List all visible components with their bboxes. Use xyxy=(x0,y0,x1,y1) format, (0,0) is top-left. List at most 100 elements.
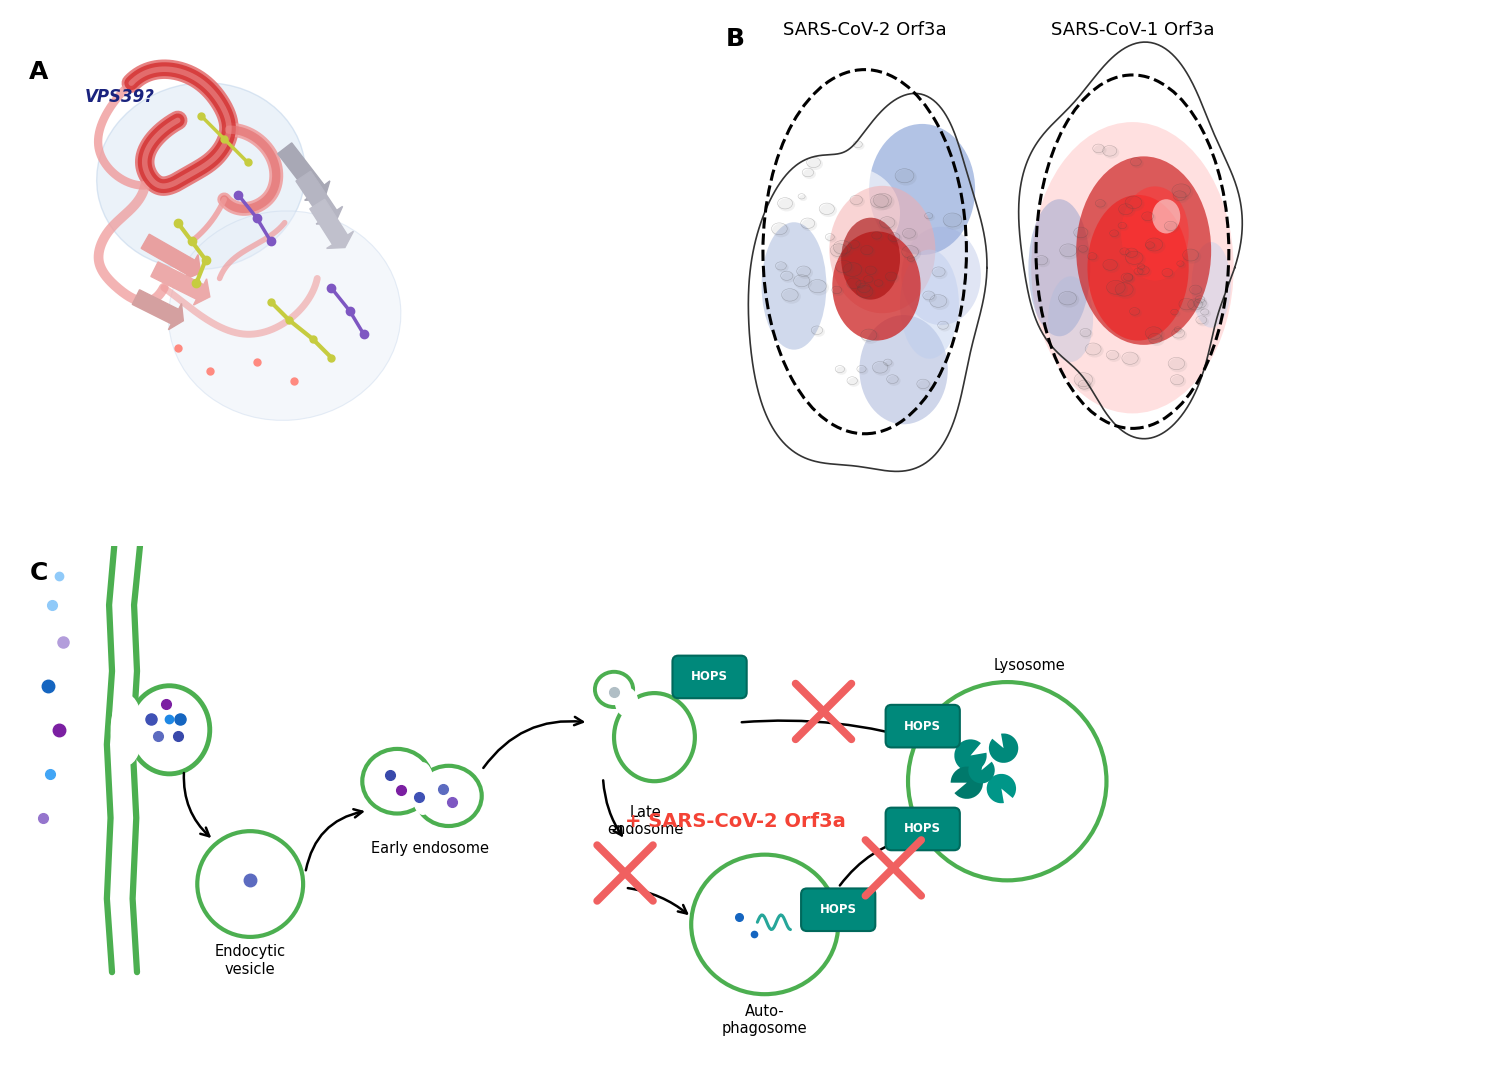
Text: Endocytic
vesicle: Endocytic vesicle xyxy=(214,945,286,977)
Ellipse shape xyxy=(782,289,801,304)
Ellipse shape xyxy=(1036,256,1050,267)
Ellipse shape xyxy=(926,214,934,221)
Ellipse shape xyxy=(1176,328,1184,334)
Ellipse shape xyxy=(1172,376,1186,387)
Ellipse shape xyxy=(96,82,306,270)
Ellipse shape xyxy=(762,222,826,349)
Ellipse shape xyxy=(1125,197,1144,211)
FancyArrow shape xyxy=(132,290,183,330)
Ellipse shape xyxy=(1174,192,1188,203)
Ellipse shape xyxy=(1152,199,1180,233)
Ellipse shape xyxy=(1030,122,1233,413)
FancyBboxPatch shape xyxy=(801,889,876,931)
Ellipse shape xyxy=(794,275,812,289)
Ellipse shape xyxy=(1110,231,1120,239)
Ellipse shape xyxy=(859,315,948,424)
Ellipse shape xyxy=(1122,274,1136,284)
Wedge shape xyxy=(951,767,982,799)
Ellipse shape xyxy=(890,233,902,244)
Ellipse shape xyxy=(944,213,964,230)
Ellipse shape xyxy=(833,287,844,296)
Ellipse shape xyxy=(1143,213,1156,223)
Ellipse shape xyxy=(1131,159,1143,168)
Ellipse shape xyxy=(1188,300,1204,313)
FancyArrow shape xyxy=(296,171,342,224)
Ellipse shape xyxy=(831,244,850,259)
FancyBboxPatch shape xyxy=(885,808,960,850)
Ellipse shape xyxy=(918,380,932,391)
Ellipse shape xyxy=(1029,199,1090,336)
Ellipse shape xyxy=(1146,328,1164,342)
Ellipse shape xyxy=(111,695,142,765)
Ellipse shape xyxy=(1125,275,1136,283)
Ellipse shape xyxy=(1172,311,1180,317)
FancyBboxPatch shape xyxy=(672,655,747,698)
Text: HOPS: HOPS xyxy=(904,823,940,835)
Ellipse shape xyxy=(861,246,876,257)
Text: VPS39?: VPS39? xyxy=(84,88,154,106)
Ellipse shape xyxy=(1194,300,1209,311)
Text: SARS-CoV-2 Orf3a: SARS-CoV-2 Orf3a xyxy=(783,21,946,40)
Ellipse shape xyxy=(1138,267,1152,277)
Text: HOPS: HOPS xyxy=(819,903,856,916)
Ellipse shape xyxy=(864,276,874,285)
Ellipse shape xyxy=(886,273,900,283)
Ellipse shape xyxy=(1074,373,1095,390)
Polygon shape xyxy=(748,93,987,471)
Ellipse shape xyxy=(615,688,638,715)
Wedge shape xyxy=(988,734,1018,763)
Ellipse shape xyxy=(939,322,951,332)
FancyArrow shape xyxy=(141,235,201,280)
Ellipse shape xyxy=(1082,330,1094,338)
Ellipse shape xyxy=(1162,270,1174,278)
Ellipse shape xyxy=(1089,254,1100,262)
Ellipse shape xyxy=(778,198,795,211)
Ellipse shape xyxy=(1136,269,1144,277)
Ellipse shape xyxy=(830,185,936,313)
Ellipse shape xyxy=(933,268,948,280)
Ellipse shape xyxy=(903,229,918,241)
Text: SARS-CoV-1 Orf3a: SARS-CoV-1 Orf3a xyxy=(1050,21,1214,40)
Ellipse shape xyxy=(198,831,303,937)
Ellipse shape xyxy=(888,376,900,386)
Ellipse shape xyxy=(1104,260,1120,273)
Ellipse shape xyxy=(1080,246,1089,255)
Wedge shape xyxy=(969,757,994,783)
Ellipse shape xyxy=(1074,228,1090,240)
Ellipse shape xyxy=(834,241,854,257)
Ellipse shape xyxy=(880,217,897,230)
Ellipse shape xyxy=(908,682,1107,880)
Ellipse shape xyxy=(833,231,921,341)
Ellipse shape xyxy=(808,280,830,296)
Ellipse shape xyxy=(1060,244,1080,259)
Ellipse shape xyxy=(903,246,921,261)
Ellipse shape xyxy=(858,284,873,295)
Ellipse shape xyxy=(1088,195,1188,341)
Ellipse shape xyxy=(1076,156,1210,345)
Ellipse shape xyxy=(596,672,633,707)
Ellipse shape xyxy=(1094,145,1107,155)
Ellipse shape xyxy=(1168,358,1188,373)
Ellipse shape xyxy=(821,203,837,217)
Ellipse shape xyxy=(1059,292,1078,307)
Ellipse shape xyxy=(807,157,824,170)
Ellipse shape xyxy=(1149,334,1164,346)
Wedge shape xyxy=(987,774,1016,803)
Ellipse shape xyxy=(168,211,400,421)
Ellipse shape xyxy=(801,218,818,231)
Ellipse shape xyxy=(782,272,795,283)
Ellipse shape xyxy=(1191,286,1204,297)
Ellipse shape xyxy=(1197,317,1209,327)
Ellipse shape xyxy=(1119,224,1128,231)
Ellipse shape xyxy=(806,167,900,258)
Ellipse shape xyxy=(902,227,981,326)
Ellipse shape xyxy=(1107,351,1120,362)
Ellipse shape xyxy=(856,282,867,289)
Ellipse shape xyxy=(1166,222,1179,233)
Ellipse shape xyxy=(1119,205,1136,217)
Ellipse shape xyxy=(416,766,482,826)
Ellipse shape xyxy=(930,296,950,310)
Text: A: A xyxy=(28,60,48,84)
Ellipse shape xyxy=(836,366,848,375)
Ellipse shape xyxy=(802,169,816,179)
